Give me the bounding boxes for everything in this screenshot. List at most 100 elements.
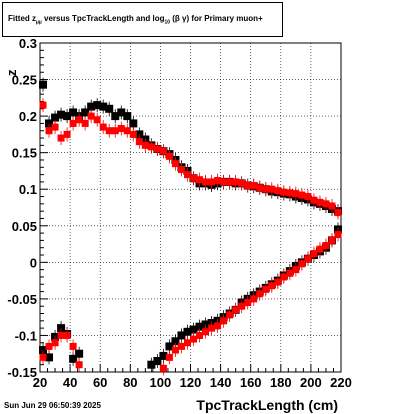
title-subscript: µµ (36, 19, 42, 26)
data-point (159, 364, 167, 372)
data-point (304, 255, 312, 263)
data-point (298, 191, 306, 199)
data-point (75, 349, 84, 358)
title-suffix: (β γ) for Primary muon+ (170, 14, 263, 23)
y-tick-label: -0.05 (7, 292, 37, 307)
y-tick-label: 0.2 (19, 109, 37, 124)
y-tick-label: 0.25 (12, 73, 37, 88)
x-tick-label: 80 (123, 375, 137, 390)
x-tick-label: 200 (300, 375, 322, 390)
chart-title: Fitted zµµ versus TpcTrackLength and log… (8, 14, 263, 26)
x-tick-label: 140 (210, 375, 232, 390)
data-point (256, 184, 264, 192)
data-point (105, 104, 114, 113)
data-point (232, 306, 240, 314)
x-tick-label: 100 (150, 375, 172, 390)
y-tick-label: 0.3 (19, 36, 37, 51)
data-point (171, 337, 180, 346)
data-point (129, 119, 138, 128)
data-point (45, 342, 53, 350)
data-point (262, 285, 270, 293)
data-point (63, 331, 71, 339)
data-point (304, 193, 312, 201)
data-point (183, 171, 191, 179)
data-point (129, 130, 137, 138)
data-point (316, 198, 324, 206)
data-point (334, 209, 342, 217)
data-point (201, 320, 210, 329)
data-point (87, 102, 96, 111)
data-point (147, 143, 155, 151)
data-point (220, 317, 228, 325)
data-point (135, 130, 144, 139)
data-point (99, 102, 108, 111)
data-point (286, 189, 294, 197)
data-point (214, 176, 222, 184)
datestamp: Sun Jun 29 06:50:39 2025 (4, 401, 101, 410)
x-tick-label: 120 (180, 375, 202, 390)
data-point (208, 178, 216, 186)
x-tick-label: 160 (240, 375, 262, 390)
data-point (238, 179, 246, 187)
y-tick-label: -0.1 (15, 328, 37, 343)
data-point (111, 127, 119, 135)
data-point (226, 178, 234, 186)
data-point (322, 200, 330, 208)
data-point (183, 327, 192, 336)
data-point (189, 325, 198, 334)
data-point (177, 331, 186, 340)
data-point (280, 273, 288, 281)
data-point (202, 328, 210, 336)
data-point (57, 134, 65, 142)
data-point (208, 324, 216, 332)
data-point (39, 101, 47, 109)
data-point (177, 342, 185, 350)
data-point (334, 231, 342, 239)
data-point (51, 123, 59, 131)
data-point (310, 250, 318, 258)
data-point (123, 112, 132, 121)
data-point (292, 190, 300, 198)
data-point (135, 138, 143, 146)
data-point (165, 152, 173, 160)
data-point (75, 116, 83, 124)
data-point (268, 185, 276, 193)
data-point (256, 290, 264, 298)
data-point (322, 242, 330, 250)
data-point (75, 361, 83, 369)
data-point (93, 116, 101, 124)
data-point (57, 331, 65, 339)
data-point (105, 127, 113, 135)
data-point (45, 127, 53, 135)
data-point (262, 185, 270, 193)
data-point (298, 260, 306, 268)
data-point (93, 101, 102, 110)
data-point (244, 299, 252, 307)
data-point (45, 119, 54, 128)
data-point (286, 269, 294, 277)
data-point (196, 331, 204, 339)
data-point (39, 346, 48, 355)
data-point (292, 266, 300, 274)
data-point (87, 112, 95, 120)
data-point (316, 245, 324, 253)
data-point (220, 178, 228, 186)
data-point (177, 165, 185, 173)
data-point (57, 324, 66, 333)
x-axis-label: TpcTrackLength (cm) (196, 397, 338, 413)
data-point (280, 188, 288, 196)
data-point (238, 302, 246, 310)
chart-title-box: Fitted zµµ versus TpcTrackLength and log… (2, 2, 283, 37)
data-point (171, 160, 179, 168)
data-point (69, 108, 78, 117)
data-point (123, 127, 131, 135)
data-point (226, 311, 234, 319)
data-point (159, 351, 168, 360)
data-point (147, 360, 156, 369)
data-point (190, 174, 198, 182)
data-point (274, 278, 282, 286)
x-tick-label: 220 (330, 375, 352, 390)
data-point (99, 123, 107, 131)
x-tick-label: 20 (33, 375, 47, 390)
